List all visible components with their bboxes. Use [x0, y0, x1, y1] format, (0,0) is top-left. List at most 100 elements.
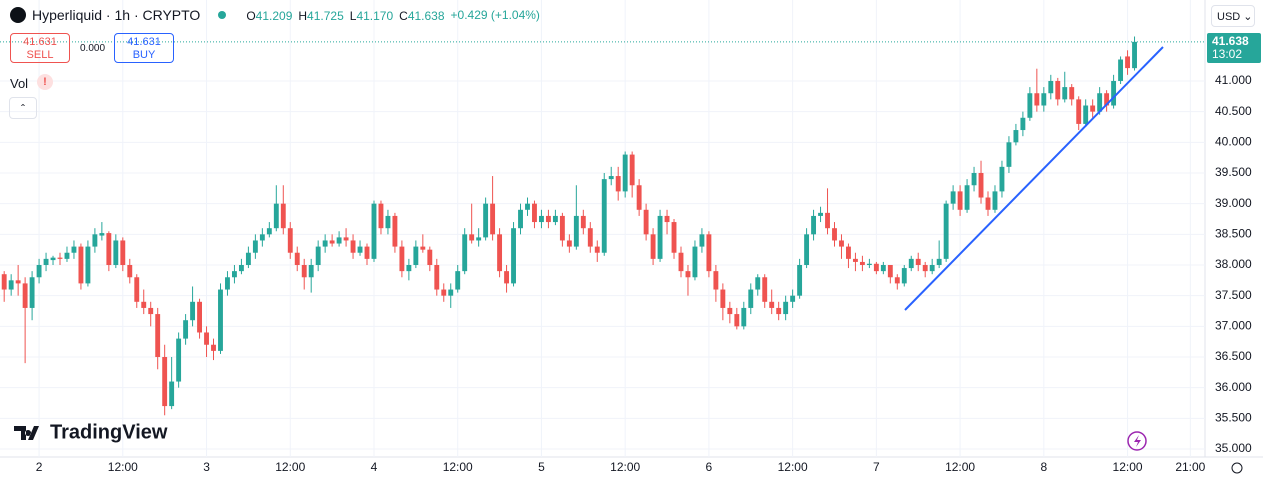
sell-label: SELL	[26, 49, 54, 61]
collapse-button[interactable]: ˆ	[9, 97, 37, 119]
candle-body	[469, 234, 475, 241]
y-tick-label: 39.000	[1215, 196, 1252, 210]
candle-body	[908, 258, 914, 269]
alert-icon[interactable]	[1127, 431, 1147, 451]
candle-body	[1069, 87, 1075, 100]
candle-body	[525, 203, 530, 210]
candle-body	[434, 264, 440, 290]
x-tick-label: 3	[203, 460, 210, 474]
candle-body	[1013, 130, 1019, 143]
candle-body	[350, 240, 356, 253]
candle-body	[462, 234, 468, 272]
candle-body	[1083, 105, 1089, 124]
candle-body	[1, 274, 7, 290]
candle-body	[113, 240, 119, 265]
y-tick-label: 36.500	[1215, 349, 1252, 363]
candle-body	[364, 246, 370, 259]
candle-body	[176, 338, 182, 382]
candle-body	[1090, 105, 1096, 112]
symbol[interactable]: Hyperliquid · 1h · CRYPTO	[32, 7, 201, 23]
sell-price: 41.631	[23, 36, 57, 48]
candle-body	[448, 289, 454, 296]
candle-body	[1132, 41, 1137, 69]
candle-body	[887, 264, 893, 278]
candle-body	[629, 154, 635, 186]
indicator[interactable]: Vol	[10, 76, 29, 91]
candle-body	[511, 228, 516, 284]
trend-line[interactable]	[904, 46, 1164, 311]
sell-button[interactable]: 41.631 SELL	[10, 33, 70, 63]
ohlc-key: C	[399, 9, 408, 23]
candle-body	[280, 203, 286, 229]
candle-body	[169, 381, 175, 407]
candle-body	[57, 257, 63, 259]
x-tick-label: 12:00	[945, 460, 975, 474]
buy-button[interactable]: 41.631 BUY	[114, 33, 174, 63]
candle-body	[22, 283, 28, 308]
candle-body	[873, 263, 879, 272]
candle-body	[36, 264, 42, 278]
candle-body	[1006, 142, 1012, 167]
candle-body	[162, 357, 168, 407]
currency-button[interactable]: USD ⌄	[1211, 5, 1255, 27]
candle-body	[155, 314, 161, 358]
candle-body	[748, 289, 754, 308]
candle-body	[92, 234, 98, 247]
x-tick-label: 12:00	[778, 460, 808, 474]
x-tick-label: 4	[371, 460, 378, 474]
settings-icon[interactable]	[1231, 462, 1243, 474]
candle-body	[713, 271, 719, 290]
candle-body	[211, 344, 216, 351]
candle-body	[790, 295, 796, 302]
symbol-icon	[10, 7, 26, 23]
candle-body	[901, 268, 907, 284]
candle-body	[643, 209, 649, 235]
candle-body	[476, 237, 482, 241]
candle-body	[183, 320, 189, 339]
candle-body	[957, 191, 963, 210]
candle-body	[1034, 93, 1040, 106]
candle-body	[720, 289, 726, 308]
candle-body	[497, 234, 503, 272]
candle-body	[301, 264, 307, 278]
buy-label: BUY	[132, 49, 156, 61]
x-tick-label: 12:00	[610, 460, 640, 474]
candle-body	[776, 307, 782, 315]
candle-body	[1111, 80, 1117, 106]
ohlc-key: L	[349, 9, 357, 23]
candle-body	[266, 228, 272, 235]
candle-body	[1104, 93, 1110, 106]
candle-body	[287, 228, 293, 253]
candle-body	[971, 172, 977, 186]
candle-body	[518, 209, 523, 229]
x-tick-label: 7	[873, 460, 880, 474]
y-tick-label: 35.500	[1215, 411, 1252, 425]
currency: USD	[1217, 11, 1241, 23]
candle-body	[343, 237, 349, 241]
candle-body	[50, 257, 56, 261]
candle-body	[992, 191, 998, 210]
candle-body	[71, 246, 77, 253]
candle-body	[385, 215, 391, 229]
price-tag-price: 41.638	[1212, 33, 1249, 48]
candle-body	[204, 332, 209, 345]
candle-body	[141, 301, 147, 308]
ohlc-value: 41.725	[307, 9, 344, 23]
candle-body	[804, 234, 810, 265]
candle-body	[406, 264, 412, 272]
candle-body	[532, 203, 537, 223]
candle-body	[218, 289, 223, 351]
candle-body	[29, 277, 35, 308]
candle-body	[825, 212, 830, 229]
candle-body	[922, 264, 928, 272]
candle-body	[190, 301, 196, 321]
candle-body	[357, 246, 363, 253]
candle-body	[1020, 117, 1026, 131]
candle-body	[566, 240, 572, 247]
candle-body	[936, 258, 942, 265]
warning-icon[interactable]: !	[37, 74, 53, 90]
candle-body	[636, 185, 642, 210]
candle-body	[197, 301, 202, 333]
candle-body	[127, 264, 133, 278]
